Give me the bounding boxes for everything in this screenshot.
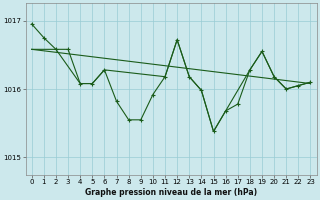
X-axis label: Graphe pression niveau de la mer (hPa): Graphe pression niveau de la mer (hPa)	[85, 188, 257, 197]
